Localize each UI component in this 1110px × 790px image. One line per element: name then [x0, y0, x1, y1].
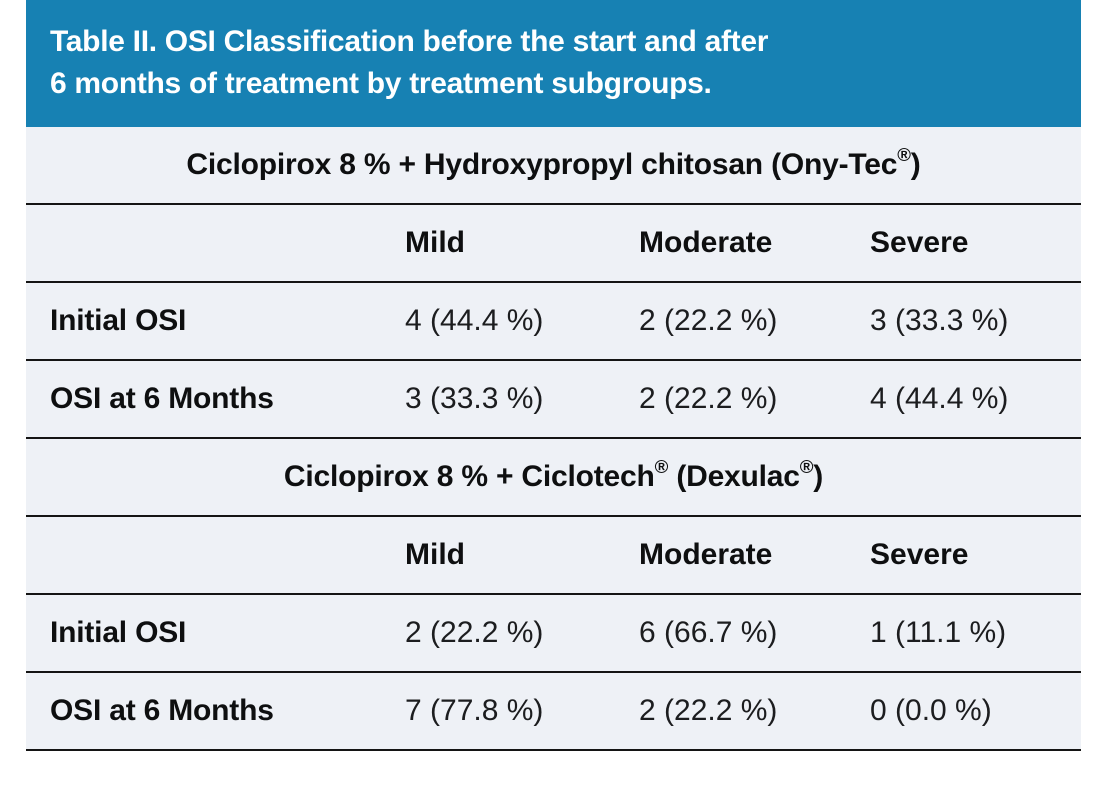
cell-value: 0 (0.0 %) — [870, 694, 992, 727]
cell-value: 2 (22.2 %) — [639, 382, 778, 415]
cell-value: 2 (22.2 %) — [405, 616, 544, 649]
col-header-severe: Severe — [870, 538, 969, 571]
col-header-mild: Mild — [405, 226, 465, 259]
column-header-row-group2: Mild Moderate Severe — [26, 517, 1081, 595]
cell-value: 3 (33.3 %) — [405, 382, 544, 415]
table-row-initial-osi-group2: Initial OSI 2 (22.2 %) 6 (66.7 %) 1 (11.… — [26, 595, 1081, 673]
table-title-line1: Table II. OSI Classification before the … — [50, 25, 769, 58]
group-header-ony-tec: Ciclopirox 8 % + Hydroxypropyl chitosan … — [26, 127, 1081, 205]
group-title-text: Ciclopirox 8 % + Hydroxypropyl chitosan … — [186, 148, 898, 181]
cell-value: 2 (22.2 %) — [639, 694, 778, 727]
group-title-text: ) — [813, 460, 824, 493]
cell-value: 7 (77.8 %) — [405, 694, 544, 727]
group-title-text: (Dexulac — [668, 460, 800, 493]
cell-value: 4 (44.4 %) — [870, 382, 1009, 415]
cell-value: 6 (66.7 %) — [639, 616, 778, 649]
group-header-dexulac: Ciclopirox 8 % + Ciclotech ® (Dexulac ®) — [26, 439, 1081, 517]
col-header-mild: Mild — [405, 538, 465, 571]
table-title-bar: Table II. OSI Classification before the … — [26, 0, 1081, 127]
col-header-moderate: Moderate — [639, 538, 773, 571]
table-row-initial-osi-group1: Initial OSI 4 (44.4 %) 2 (22.2 %) 3 (33.… — [26, 283, 1081, 361]
table-row-osi-6-months-group2: OSI at 6 Months 7 (77.8 %) 2 (22.2 %) 0 … — [26, 673, 1081, 751]
col-header-severe: Severe — [870, 226, 969, 259]
group-title-text: Ciclopirox 8 % + Ciclotech — [283, 460, 655, 493]
cell-value: 4 (44.4 %) — [405, 304, 544, 337]
group-title-text: ) — [910, 148, 921, 181]
table-title-line2: 6 months of treatment by treatment subgr… — [50, 67, 712, 100]
cell-value: 2 (22.2 %) — [639, 304, 778, 337]
col-header-moderate: Moderate — [639, 226, 773, 259]
cell-value: 1 (11.1 %) — [870, 616, 1007, 649]
cell-value: 3 (33.3 %) — [870, 304, 1009, 337]
row-label: Initial OSI — [50, 304, 187, 337]
row-label: Initial OSI — [50, 616, 187, 649]
column-header-row-group1: Mild Moderate Severe — [26, 205, 1081, 283]
osi-classification-table: Ciclopirox 8 % + Hydroxypropyl chitosan … — [26, 127, 1081, 751]
table-row-osi-6-months-group1: OSI at 6 Months 3 (33.3 %) 2 (22.2 %) 4 … — [26, 361, 1081, 439]
row-label: OSI at 6 Months — [50, 694, 274, 727]
row-label: OSI at 6 Months — [50, 382, 274, 415]
